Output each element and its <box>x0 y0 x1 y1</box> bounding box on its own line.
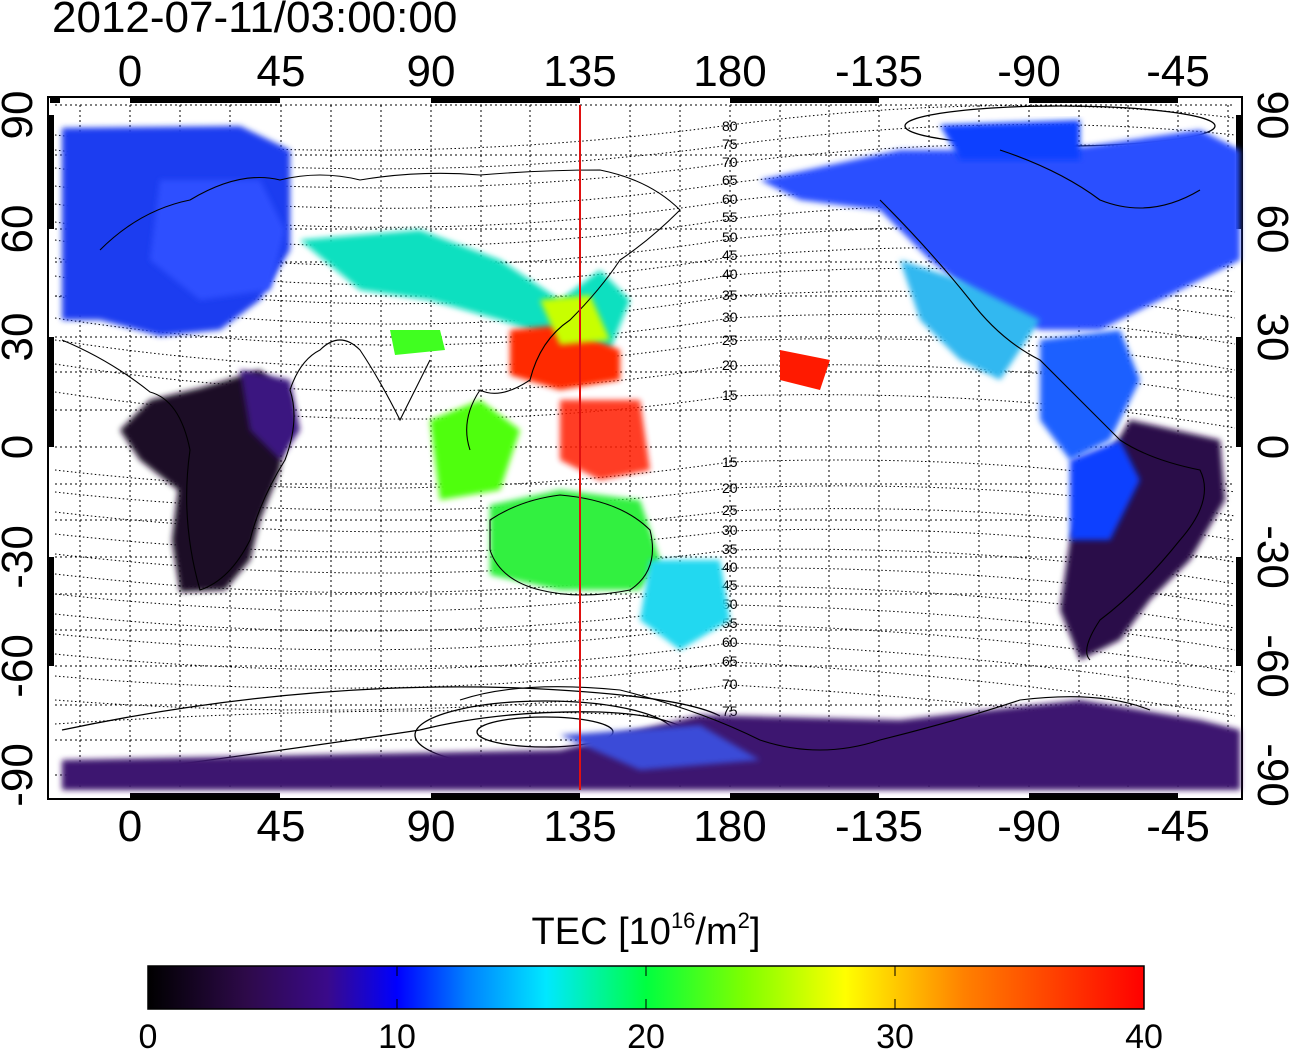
top-lon-tick-90: 90 <box>406 47 456 96</box>
tec-region-sea <box>430 400 520 500</box>
tec-region-asia <box>300 230 630 350</box>
colorbar-tick-0: 0 <box>138 1018 158 1056</box>
tec-region-china <box>540 295 610 345</box>
bottom-lon-tick-45: 45 <box>256 802 306 851</box>
mlat-label: 20 <box>722 480 738 496</box>
bottom-lon-tick-m90: -90 <box>997 802 1061 851</box>
colorbar-label-unit-exponent: 2 <box>737 908 750 933</box>
magnetic-latitude-labels: 80 75 70 65 60 55 50 45 40 35 30 25 20 1… <box>722 118 738 719</box>
colorbar-label-exponent: 16 <box>670 908 696 933</box>
mlat-label: 60 <box>722 634 738 650</box>
mlat-label: 25 <box>722 332 738 348</box>
mlat-label: 50 <box>722 229 738 245</box>
top-lon-tick-45: 45 <box>256 47 306 96</box>
tec-region-arctic <box>940 120 1080 160</box>
colorbar-tick-marks <box>396 966 896 1009</box>
bottom-lon-tick-0: 0 <box>117 802 143 851</box>
mlat-label: 55 <box>722 209 738 225</box>
colorbar-label-main: TEC [10 <box>531 911 671 953</box>
bottom-lon-tick-180: 180 <box>693 802 767 851</box>
mlat-label: 15 <box>722 387 738 403</box>
mlat-label: 30 <box>722 309 738 325</box>
colorbar-label: TEC [1016/m2] <box>531 908 761 953</box>
tec-region-antarctica-blue <box>560 725 760 770</box>
mlat-label: 70 <box>722 154 738 170</box>
tec-region-pacific-east <box>780 350 830 390</box>
top-lon-tick-180: 180 <box>693 47 767 96</box>
mlat-label: 25 <box>722 502 738 518</box>
mlat-label: 65 <box>722 172 738 188</box>
tec-region-us <box>900 260 1040 380</box>
mlat-label: 75 <box>722 703 738 719</box>
bottom-lon-tick-m135: -135 <box>834 802 924 851</box>
mlat-label: 60 <box>722 191 738 207</box>
tec-region-africa <box>120 370 290 592</box>
colorbar-tick-10: 10 <box>378 1018 416 1056</box>
mlat-label: 45 <box>722 247 738 263</box>
mlat-label: 20 <box>722 357 738 373</box>
mlat-label: 15 <box>722 454 738 470</box>
colorbar-tick-40: 40 <box>1125 1018 1163 1056</box>
top-lon-tick-m90: -90 <box>997 47 1061 96</box>
tec-region-north-america <box>760 130 1240 330</box>
bottom-lon-tick-m45: -45 <box>1146 802 1210 851</box>
tec-region-south-america-west <box>1070 440 1140 540</box>
mlat-label: 80 <box>722 118 738 134</box>
tec-region-australia <box>490 490 660 590</box>
colorbar-label-unit: /m <box>695 911 738 953</box>
tec-region-india <box>390 330 445 355</box>
top-lon-tick-m45: -45 <box>1146 47 1210 96</box>
mlat-label: 65 <box>722 653 738 669</box>
mlat-label: 35 <box>722 287 738 303</box>
tec-region-central-america <box>1040 330 1140 460</box>
colorbar-tick-30: 30 <box>876 1018 914 1056</box>
mlat-label: 70 <box>722 676 738 692</box>
mlat-label: 30 <box>722 522 738 538</box>
mlat-label: 40 <box>722 266 738 282</box>
mlat-label: 45 <box>722 577 738 593</box>
mlat-label: 75 <box>722 136 738 152</box>
tec-region-new-zealand <box>640 560 730 650</box>
top-lon-tick-0: 0 <box>117 47 143 96</box>
timestamp-title: 2012-07-11/03:00:00 <box>52 0 458 42</box>
mlat-label: 40 <box>722 559 738 575</box>
top-lon-tick-m135: -135 <box>834 47 924 96</box>
colorbar-tick-20: 20 <box>627 1018 665 1056</box>
tec-region-pacific <box>560 400 650 480</box>
top-lon-tick-135: 135 <box>543 47 617 96</box>
bottom-lon-tick-90: 90 <box>406 802 456 851</box>
mlat-label: 35 <box>722 541 738 557</box>
bottom-lon-tick-135: 135 <box>543 802 617 851</box>
tec-region-europe-inner <box>150 180 285 300</box>
colorbar-label-close: ] <box>749 911 761 953</box>
tec-region-east-africa <box>240 370 300 460</box>
coastlines <box>61 149 1206 751</box>
